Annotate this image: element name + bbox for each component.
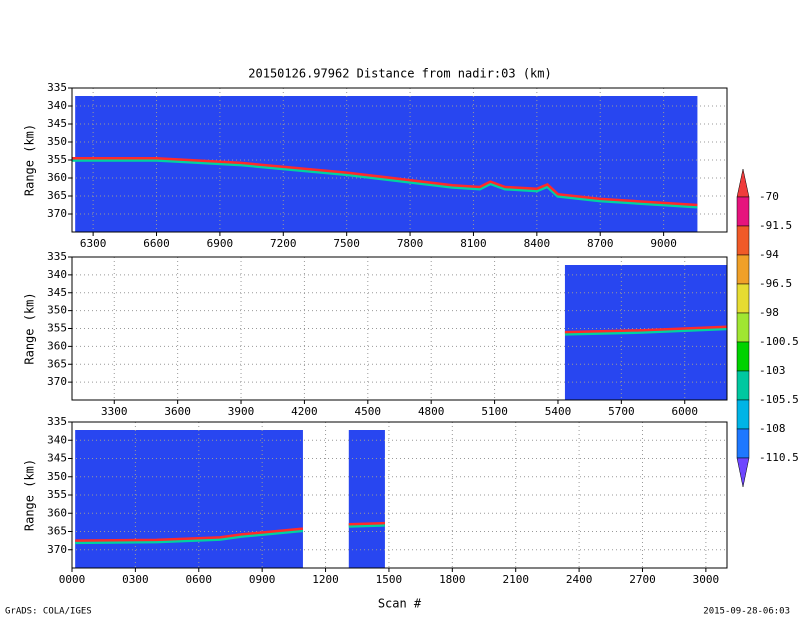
y-tick-label: 350 [47,135,67,148]
data-swath [75,96,698,232]
y-tick-label: 360 [47,506,67,519]
colorbar-label: -70 [759,190,779,203]
colorbar-segment [736,312,750,343]
y-tick-label: 345 [47,117,67,130]
y-tick-label: 335 [47,415,67,428]
footer-left: GrADS: COLA/IGES [5,607,92,617]
x-tick-label: 7200 [270,237,297,250]
x-tick-label: 0000 [59,573,86,586]
colorbar-label: -98 [759,306,779,319]
y-tick-label: 345 [47,452,67,465]
y-tick-label: 350 [47,304,67,317]
colorbar-segment [736,341,750,372]
x-tick-label: 2100 [502,573,529,586]
plot-frame [71,87,728,233]
y-axis-label: Range (km) [23,459,37,531]
y-tick-label: 355 [47,488,67,501]
y-tick-label: 340 [47,433,67,446]
y-tick-label: 355 [47,322,67,335]
colorbar-segment [736,428,750,459]
y-tick-label: 360 [47,339,67,352]
colorbar-segment [736,254,750,285]
y-tick-label: 365 [47,357,67,370]
x-tick-label: 0900 [249,573,276,586]
y-tick-label: 365 [47,525,67,538]
colorbar-label: -96.5 [759,277,792,290]
y-tick-label: 345 [47,286,67,299]
colorbar-label: -110.5 [759,451,799,464]
data-swath [348,430,385,568]
x-tick-label: 3900 [228,405,255,418]
plot-frame [71,421,728,569]
x-tick-label: 3300 [101,405,128,418]
y-tick-label: 365 [47,189,67,202]
colorbar-label: -105.5 [759,393,799,406]
y-tick-label: 335 [47,250,67,263]
x-tick-label: 7500 [333,237,360,250]
colorbar-segment [736,283,750,314]
x-tick-label: 4200 [291,405,318,418]
colorbar-label: -100.5 [759,335,799,348]
x-tick-label: 6000 [671,405,698,418]
surface-line-halo [75,528,304,545]
surface-line-halo [348,522,385,528]
colorbar-label: -108 [759,422,786,435]
y-axis-label: Range (km) [23,292,37,364]
y-tick-label: 350 [47,470,67,483]
x-tick-label: 6900 [207,237,234,250]
x-tick-label: 0600 [186,573,213,586]
x-tick-label: 3000 [693,573,720,586]
x-tick-label: 5400 [545,405,572,418]
x-tick-label: 6600 [143,237,170,250]
x-tick-label: 1500 [376,573,403,586]
footer-right: 2015-09-28-06:03 [703,607,790,617]
x-tick-label: 9000 [650,237,677,250]
y-tick-label: 335 [47,81,67,94]
x-tick-label: 5100 [481,405,508,418]
chart-title: 20150126.97962 Distance from nadir:03 (k… [248,67,551,81]
colorbar-label: -91.5 [759,219,792,232]
x-tick-label: 6300 [80,237,107,250]
x-tick-label: 8700 [587,237,614,250]
x-tick-label: 1200 [312,573,339,586]
y-tick-label: 355 [47,153,67,166]
x-tick-label: 8400 [524,237,551,250]
x-tick-label: 1800 [439,573,466,586]
x-tick-label: 4800 [418,405,445,418]
colorbar-segment [736,225,750,256]
x-axis-label: Scan # [378,597,422,611]
y-tick-label: 370 [47,207,67,220]
x-tick-label: 0300 [122,573,149,586]
surface-line-halo [72,157,698,209]
plot-frame [71,256,728,401]
y-tick-label: 340 [47,99,67,112]
x-tick-label: 7800 [397,237,424,250]
colorbar-label: -103 [759,364,786,377]
colorbar-segment [736,196,750,227]
surface-line [72,156,698,207]
colorbar-segment [736,399,750,430]
surface-line-halo [564,326,728,336]
x-tick-label: 5700 [608,405,635,418]
x-tick-label: 2700 [629,573,656,586]
y-axis-label: Range (km) [23,124,37,196]
surface-line [564,325,728,334]
y-tick-label: 340 [47,268,67,281]
colorbar-segment [736,370,750,401]
surface-line [75,527,304,542]
x-tick-label: 2400 [566,573,593,586]
x-tick-label: 3600 [164,405,191,418]
colorbar-bottom [736,457,750,488]
y-tick-label: 370 [47,543,67,556]
surface-line [348,521,385,526]
x-tick-label: 8100 [460,237,487,250]
x-tick-label: 4500 [355,405,382,418]
y-tick-label: 370 [47,375,67,388]
y-tick-label: 360 [47,171,67,184]
colorbar-label: -94 [759,248,779,261]
data-swath [75,430,303,568]
